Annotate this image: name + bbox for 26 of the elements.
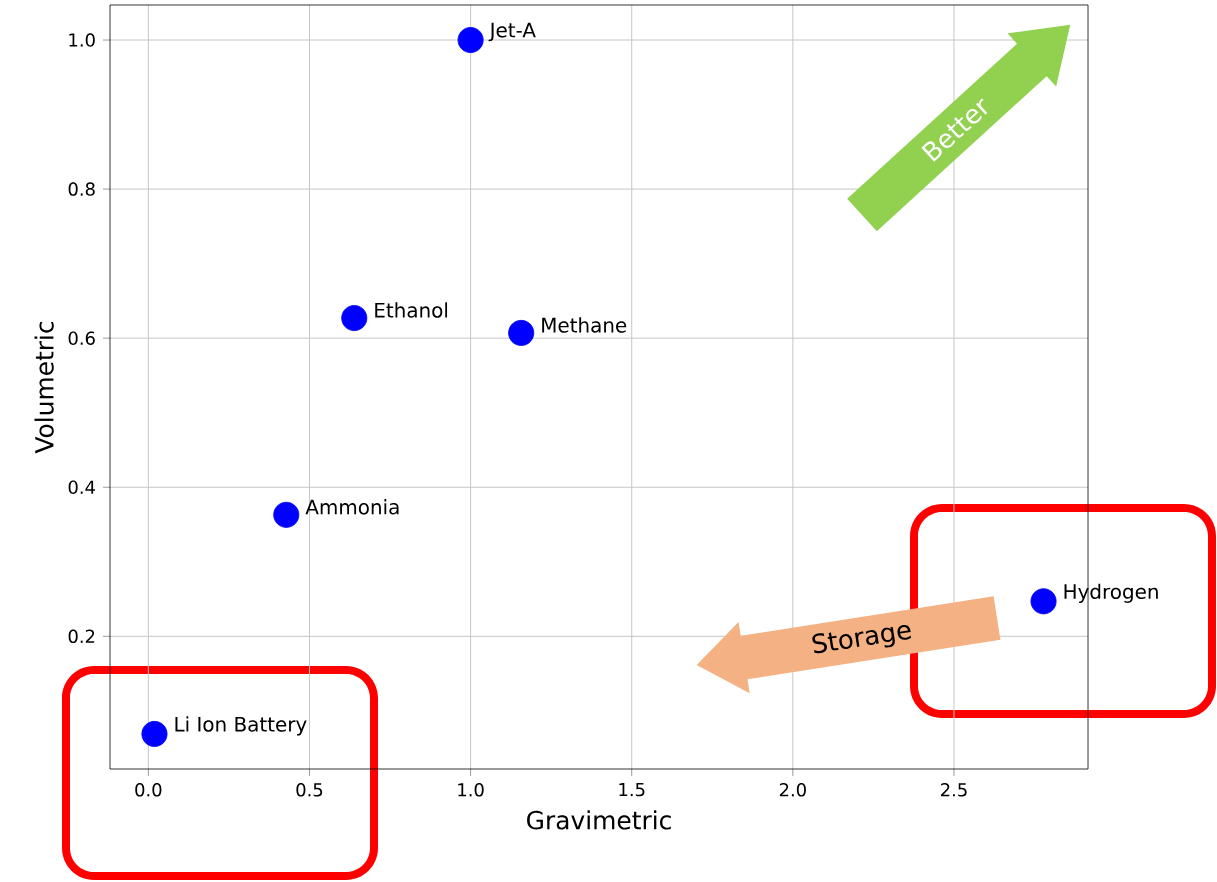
x-tick-label: 1.0 bbox=[458, 783, 484, 797]
point bbox=[141, 720, 168, 747]
annotation: Hydrogen bbox=[1064, 583, 1158, 603]
annotation: Ethanol bbox=[375, 302, 448, 318]
x-tick-label: 1.5 bbox=[619, 783, 645, 797]
y-tick-label: 0.8 bbox=[68, 182, 95, 196]
annotation: Ammonia bbox=[305, 499, 399, 515]
x-tick-label: 2.0 bbox=[779, 783, 806, 797]
annotation: Storage bbox=[812, 624, 912, 654]
y-tick-label: 1.0 bbox=[69, 33, 95, 47]
point bbox=[1030, 588, 1057, 615]
annotation: Jet-A bbox=[488, 22, 536, 42]
annotation: Methane bbox=[542, 317, 627, 333]
point bbox=[273, 501, 300, 528]
y-tick-label: 0.6 bbox=[68, 331, 95, 345]
point bbox=[341, 305, 368, 332]
x-tick-label: 2.5 bbox=[941, 783, 967, 797]
x-tick-label: 0.0 bbox=[135, 783, 162, 797]
point bbox=[457, 27, 484, 54]
y-axis-title: Volumetric bbox=[34, 321, 54, 454]
y-tick-label: 0.4 bbox=[68, 480, 95, 495]
x-tick-label: 0.5 bbox=[296, 783, 323, 797]
annotation: Li Ion Battery bbox=[175, 716, 307, 736]
x-axis-title: Gravimetric bbox=[527, 810, 671, 830]
point bbox=[508, 319, 535, 346]
y-tick-label: 0.2 bbox=[68, 629, 95, 644]
